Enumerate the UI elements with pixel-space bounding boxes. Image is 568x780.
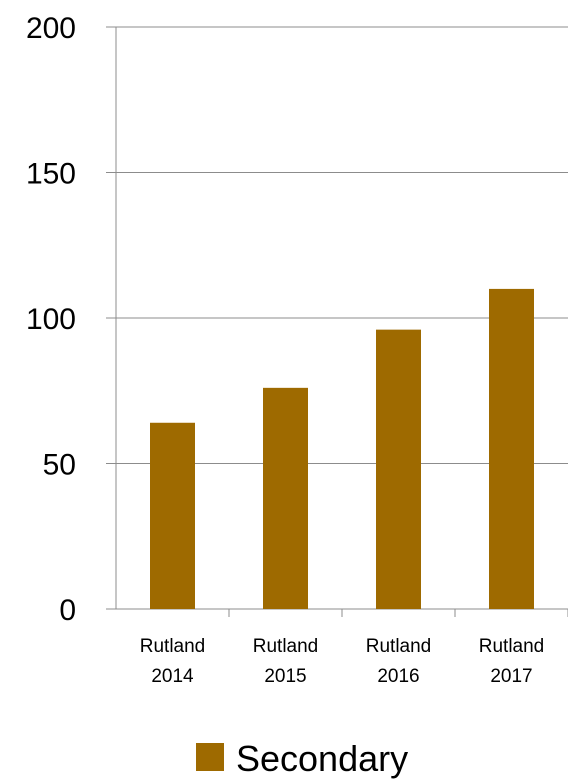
x-tick-label-line: 2017 (490, 666, 532, 687)
legend: Secondary (196, 738, 408, 779)
x-tick-label-line: 2016 (377, 666, 419, 687)
bars (150, 288, 534, 609)
legend-swatch (196, 743, 224, 771)
x-tick-label: Rutland 2016 (366, 636, 432, 687)
y-tick-label: 0 (59, 594, 76, 627)
y-tick-label: 200 (26, 12, 76, 45)
bar (489, 288, 534, 609)
legend-label: Secondary (236, 738, 408, 779)
x-tick-label-line: Rutland (479, 636, 545, 657)
y-tick-label: 50 (43, 449, 76, 482)
y-tick-label: 150 (26, 158, 76, 191)
x-tick-label: Rutland 2014 (140, 636, 206, 687)
x-tick-label-line: Rutland (366, 636, 432, 657)
y-tick-labels: 0 50 100 150 200 (26, 12, 76, 627)
bar (376, 329, 421, 609)
x-tick-label-line: 2015 (264, 666, 306, 687)
x-tick-label: Rutland 2015 (253, 636, 319, 687)
x-tick-label-line: 2014 (151, 666, 194, 687)
bar (150, 422, 195, 609)
bar (263, 387, 308, 609)
y-tick-label: 100 (26, 303, 76, 336)
x-tick-label: Rutland 2017 (479, 636, 545, 687)
x-tick-label-line: Rutland (140, 636, 206, 657)
x-tick-label-line: Rutland (253, 636, 319, 657)
